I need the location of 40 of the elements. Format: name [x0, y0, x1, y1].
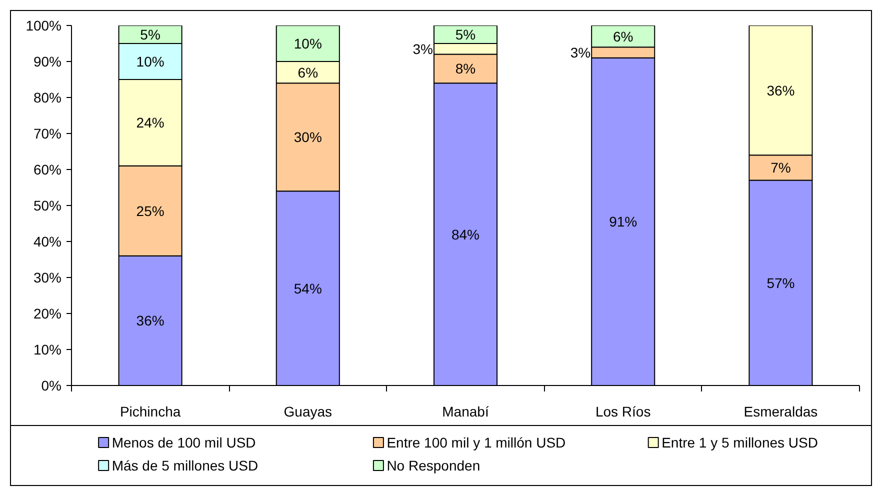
legend-label: No Responden: [386, 458, 480, 474]
data-label: 6%: [298, 64, 318, 80]
x-tick-label: Los Ríos: [595, 404, 651, 420]
data-label: 8%: [455, 60, 476, 77]
data-label: 36%: [136, 312, 164, 329]
y-tick-label: 80%: [33, 90, 62, 106]
legend-label: Más de 5 millones USD: [112, 458, 258, 474]
data-label: 3%: [570, 44, 591, 60]
y-tick-label: 90%: [33, 54, 62, 70]
x-tick-label: Guayas: [284, 404, 332, 420]
data-label: 5%: [455, 26, 476, 42]
data-label: 24%: [136, 114, 164, 131]
x-tick-label: Manabí: [442, 404, 489, 420]
data-label: 3%: [412, 40, 433, 57]
data-label: 10%: [294, 36, 322, 52]
y-tick-label: 50%: [33, 198, 62, 214]
y-tick-label: 30%: [33, 270, 62, 286]
y-tick-label: 20%: [33, 306, 62, 322]
legend-label: Entre 1 y 5 millones USD: [662, 434, 818, 450]
y-tick-label: 60%: [33, 162, 62, 178]
data-label: 54%: [294, 280, 322, 296]
data-label: 30%: [294, 129, 322, 146]
legend-label: Menos de 100 mil USD: [112, 434, 256, 450]
data-label: 84%: [451, 226, 480, 242]
y-tick-label: 70%: [33, 126, 62, 142]
y-tick-label: 100%: [26, 18, 62, 34]
y-tick-label: 10%: [33, 342, 62, 358]
data-label: 91%: [609, 214, 638, 230]
data-label: 10%: [136, 54, 164, 70]
data-label: 36%: [766, 82, 795, 98]
y-tick-label: 0%: [41, 378, 62, 394]
data-label: 5%: [140, 26, 160, 42]
x-tick-label: Esmeraldas: [744, 404, 818, 420]
legend-label: Entre 100 mil y 1 millón USD: [386, 434, 566, 450]
data-label: 25%: [136, 202, 164, 219]
y-tick-label: 40%: [33, 234, 62, 250]
data-label: 57%: [766, 274, 795, 291]
x-tick-label: Pichincha: [120, 404, 181, 420]
data-label: 6%: [612, 28, 634, 44]
data-label: 7%: [770, 160, 791, 176]
